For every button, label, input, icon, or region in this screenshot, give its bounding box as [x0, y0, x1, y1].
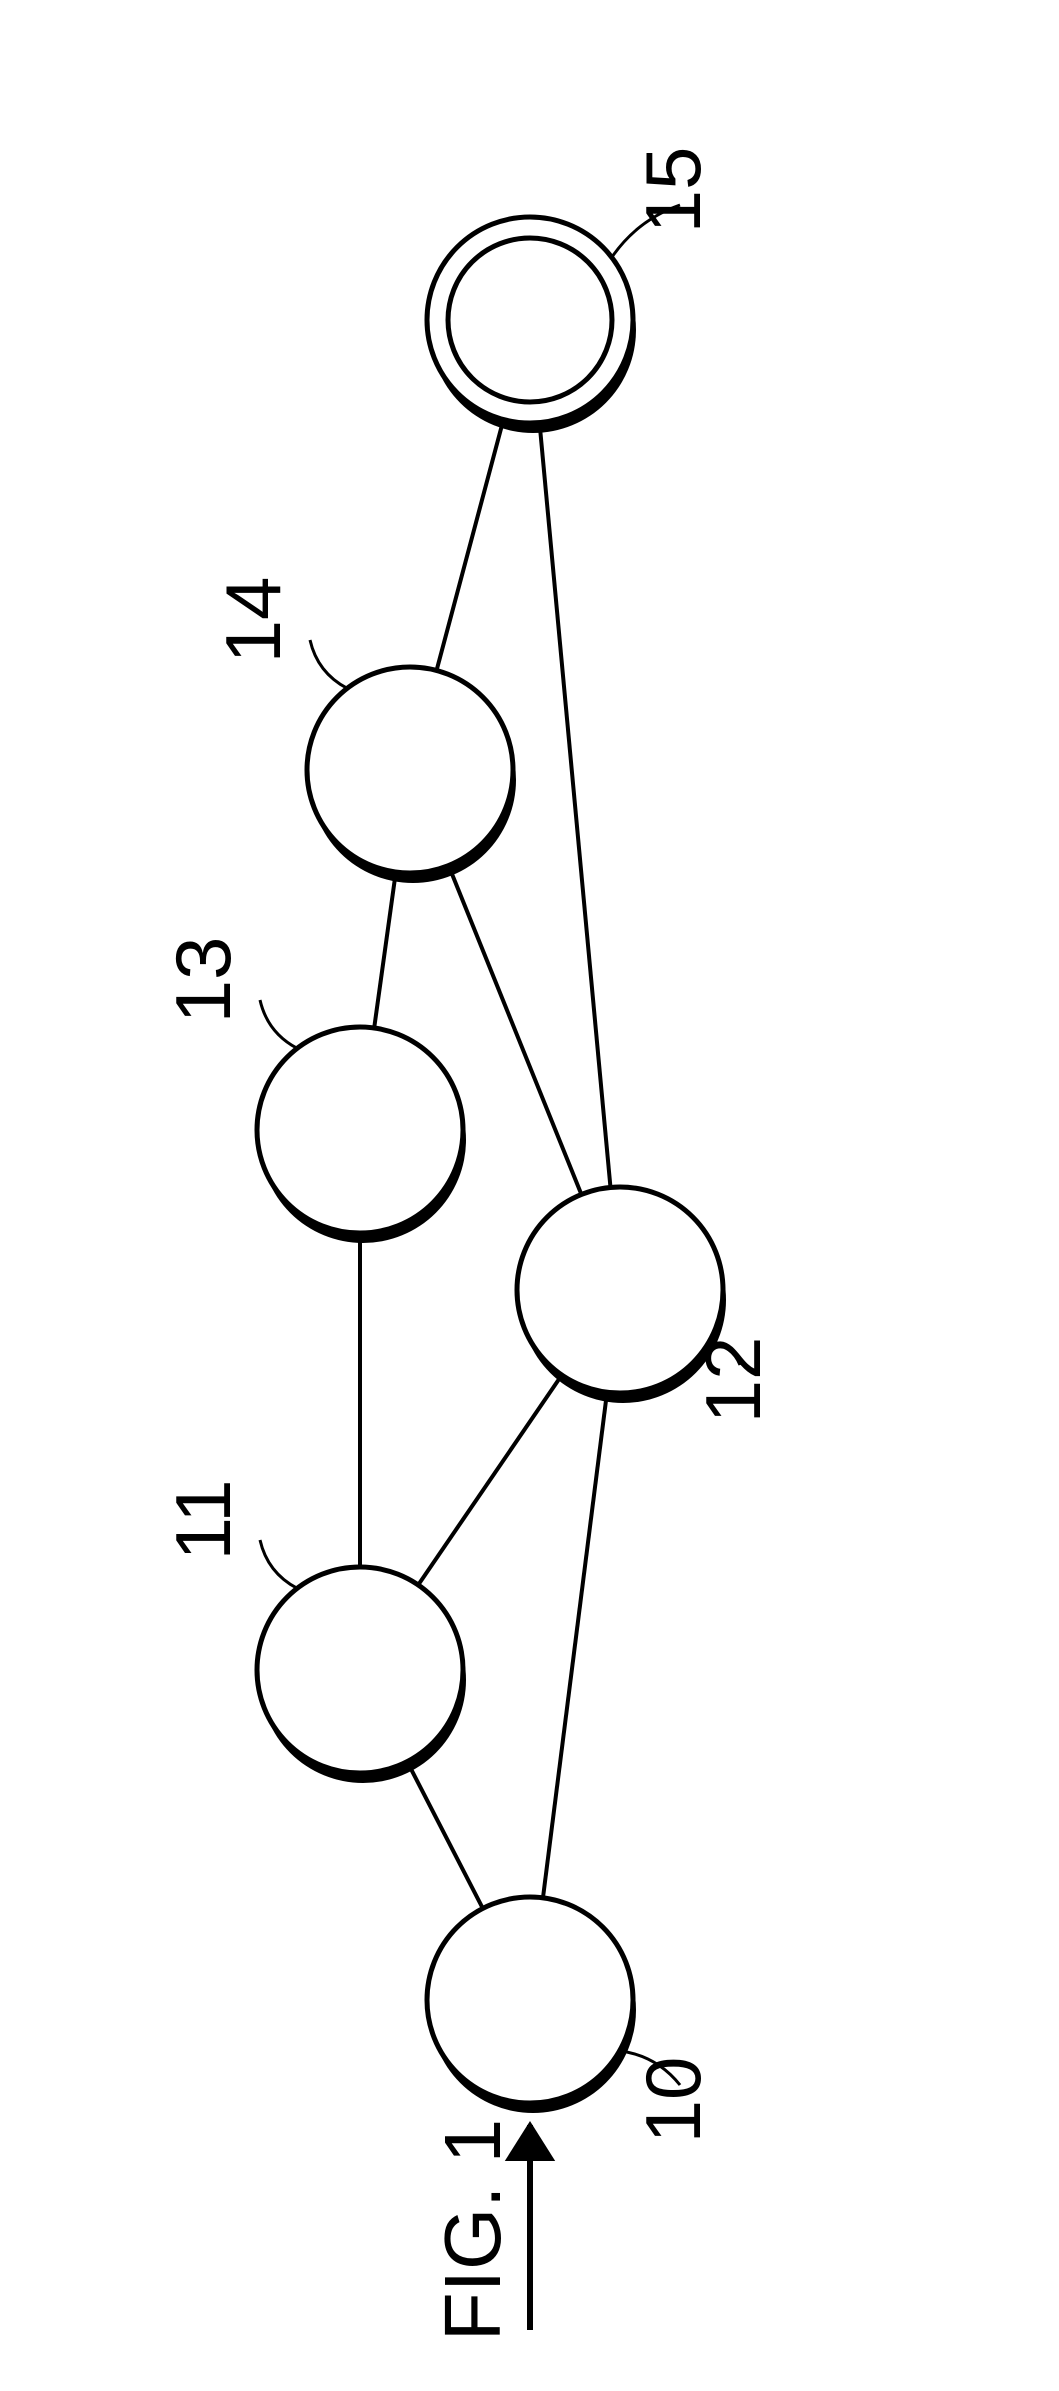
state-diagram: 10 11 12 13 14 15 FIG. 1	[0, 0, 1059, 2391]
node-15	[427, 217, 636, 433]
label-11: 11	[159, 1480, 247, 1561]
label-12: 12	[689, 1337, 777, 1424]
figure-caption: FIG. 1	[428, 2119, 517, 2341]
node-10	[427, 1897, 636, 2113]
label-15: 15	[629, 147, 717, 234]
node-13	[257, 1027, 466, 1243]
node-14	[307, 667, 516, 883]
label-14: 14	[209, 577, 297, 664]
label-13: 13	[159, 937, 247, 1024]
node-11	[257, 1567, 466, 1783]
label-10: 10	[629, 2057, 717, 2144]
